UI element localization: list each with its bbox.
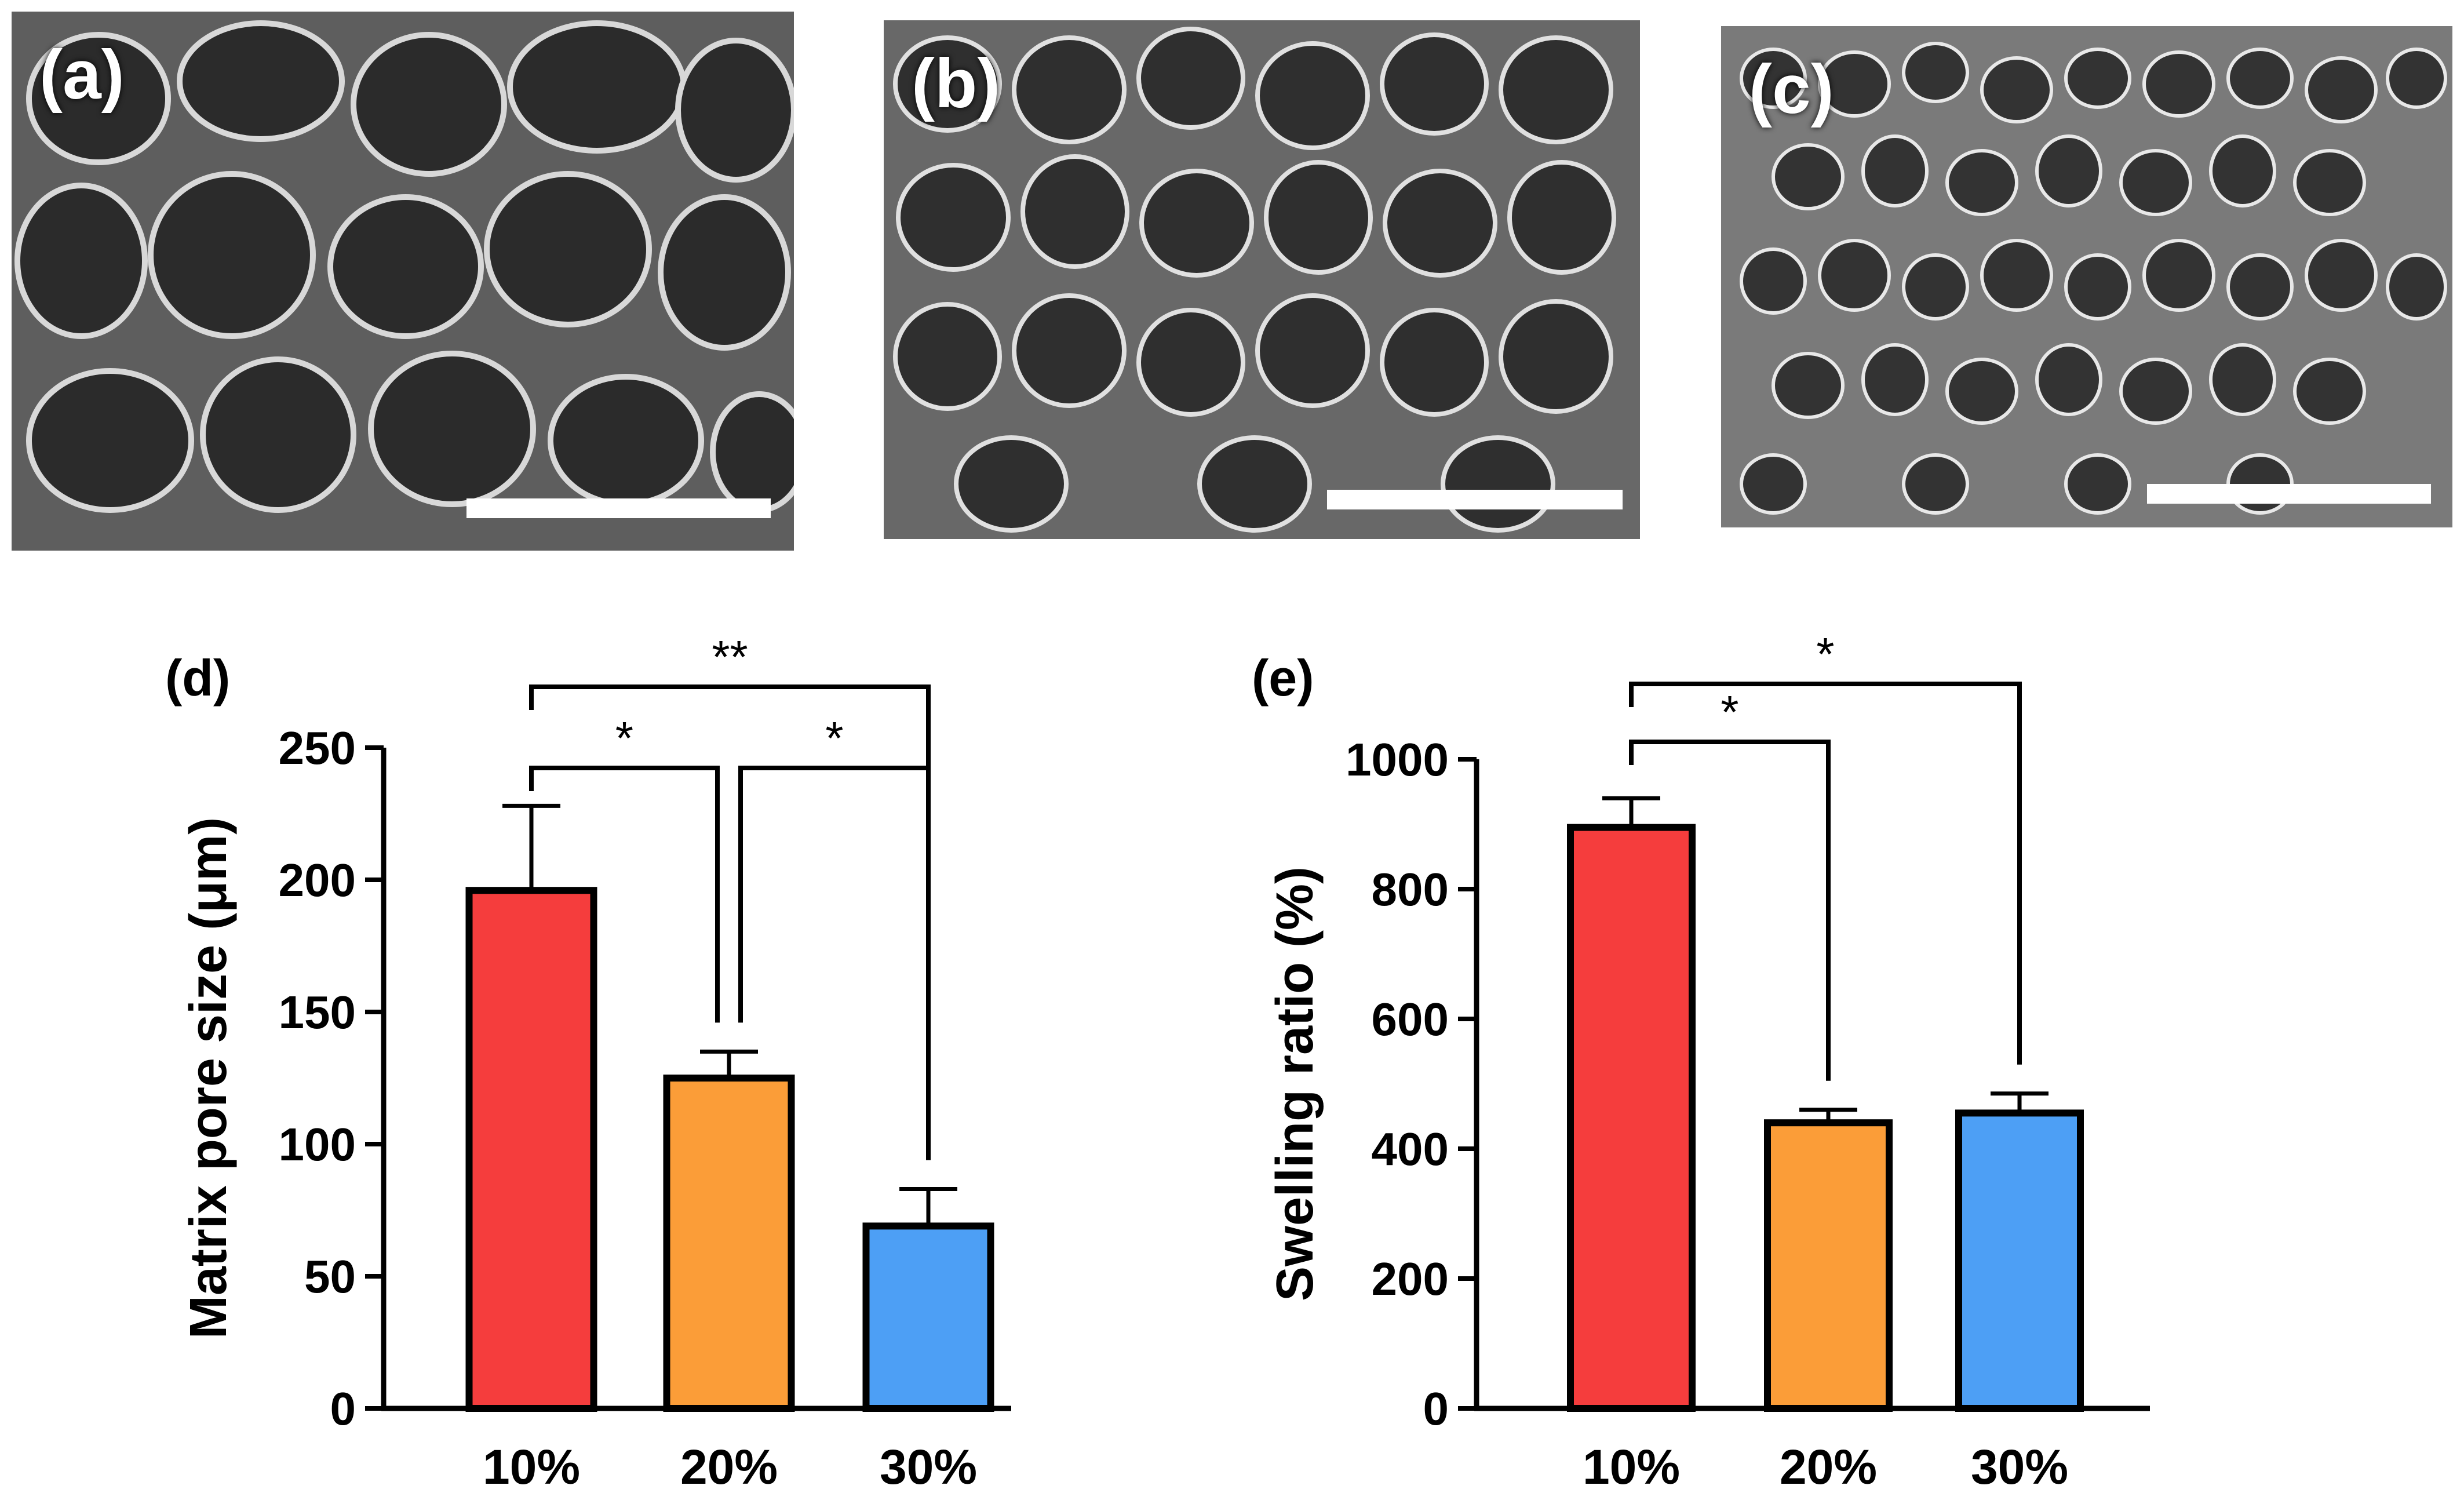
- chart-panel-label: (d): [165, 649, 230, 707]
- panel-label-b: (b): [912, 45, 1001, 122]
- sem-texture: [1721, 26, 2452, 527]
- scale-bar: [466, 498, 771, 518]
- y-tick-label: 100: [279, 1119, 356, 1170]
- significance-bracket: [1629, 740, 1831, 1081]
- y-tick-label: 200: [1372, 1253, 1449, 1305]
- x-tick-label: 20%: [680, 1440, 778, 1494]
- significance-label: *: [825, 712, 843, 764]
- x-tick-label: 20%: [1780, 1440, 1877, 1494]
- significance-label: *: [1721, 686, 1738, 738]
- x-tick-label: 30%: [880, 1440, 977, 1494]
- y-tick-label: 400: [1372, 1123, 1449, 1175]
- sem-texture: [884, 20, 1640, 539]
- sem-texture: [12, 12, 794, 551]
- significance-bracket: [529, 684, 931, 1160]
- bar: [465, 887, 597, 1412]
- sem-image-b: (b): [884, 20, 1640, 539]
- scale-bar: [2147, 484, 2431, 504]
- bar: [1567, 824, 1696, 1412]
- y-tick-label: 250: [279, 722, 356, 774]
- y-tick-label: 600: [1372, 993, 1449, 1045]
- bar: [1955, 1109, 2084, 1412]
- significance-label: *: [615, 712, 633, 764]
- y-axis-label: Swelling ratio (%): [1266, 866, 1324, 1301]
- y-tick-label: 50: [304, 1251, 356, 1302]
- sem-image-c: (c): [1721, 26, 2452, 527]
- significance-bracket: [529, 766, 720, 1023]
- y-tick-label: 150: [279, 986, 356, 1038]
- x-tick-label: 30%: [1971, 1440, 2068, 1494]
- bar: [663, 1075, 795, 1412]
- chart-panel-label: (e): [1252, 649, 1314, 707]
- panel-label-c: (c): [1749, 50, 1834, 128]
- sem-image-a: (a): [12, 12, 794, 551]
- y-tick-label: 200: [279, 854, 356, 906]
- y-tick-label: 0: [1423, 1383, 1449, 1434]
- significance-label: *: [1816, 628, 1834, 680]
- significance-label: **: [712, 631, 748, 683]
- scale-bar: [1327, 490, 1623, 509]
- panel-label-a: (a): [39, 36, 125, 114]
- bar: [862, 1222, 994, 1412]
- significance-bracket: [1629, 682, 2022, 1065]
- y-axis-label: Matrix pore size (μm): [180, 817, 238, 1339]
- x-tick-label: 10%: [1583, 1440, 1680, 1494]
- y-tick-label: 800: [1372, 864, 1449, 915]
- y-tick-label: 0: [330, 1383, 356, 1434]
- bar: [1764, 1119, 1893, 1412]
- x-tick-label: 10%: [483, 1440, 580, 1494]
- y-tick-label: 1000: [1346, 734, 1449, 785]
